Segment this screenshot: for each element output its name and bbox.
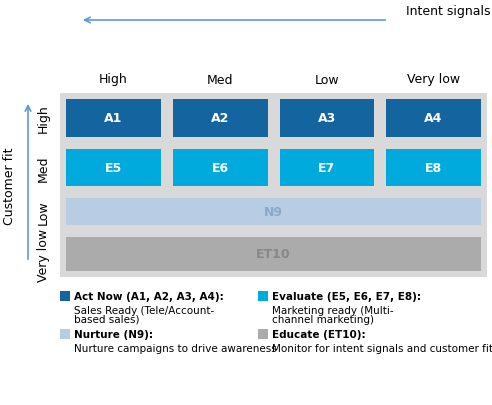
- Bar: [60, 291, 70, 301]
- Bar: [279, 100, 374, 137]
- Bar: [60, 329, 70, 339]
- Text: A3: A3: [318, 112, 336, 125]
- Text: High: High: [37, 104, 50, 133]
- Text: ET10: ET10: [256, 248, 291, 261]
- Text: Sales Ready (Tele/Account-: Sales Ready (Tele/Account-: [74, 305, 214, 315]
- Text: A1: A1: [104, 112, 123, 125]
- Bar: [173, 100, 268, 137]
- Text: A2: A2: [211, 112, 229, 125]
- Text: Low: Low: [37, 200, 50, 224]
- Text: E7: E7: [318, 162, 336, 175]
- Bar: [386, 149, 481, 187]
- Text: A4: A4: [425, 112, 443, 125]
- Text: Nurture campaigns to drive awareness: Nurture campaigns to drive awareness: [74, 343, 277, 353]
- Text: Very low: Very low: [37, 228, 50, 281]
- Bar: [258, 329, 268, 339]
- Text: Nurture (N9):: Nurture (N9):: [74, 329, 153, 339]
- Text: Marketing ready (Multi-: Marketing ready (Multi-: [272, 305, 394, 315]
- Text: channel marketing): channel marketing): [272, 314, 374, 324]
- Text: Monitor for intent signals and customer fit: Monitor for intent signals and customer …: [272, 343, 492, 353]
- Text: Act Now (A1, A2, A3, A4):: Act Now (A1, A2, A3, A4):: [74, 291, 224, 301]
- Text: Med: Med: [37, 155, 50, 181]
- Bar: [258, 291, 268, 301]
- Bar: [386, 100, 481, 137]
- Bar: [66, 100, 161, 137]
- Text: High: High: [99, 73, 128, 86]
- Bar: [279, 149, 374, 187]
- Text: N9: N9: [264, 206, 283, 219]
- Text: Educate (ET10):: Educate (ET10):: [272, 329, 366, 339]
- Text: Evaluate (E5, E6, E7, E8):: Evaluate (E5, E6, E7, E8):: [272, 291, 421, 301]
- Bar: [60, 94, 487, 277]
- Text: Customer fit: Customer fit: [3, 147, 17, 224]
- Bar: [66, 237, 481, 271]
- Text: Low: Low: [314, 73, 339, 86]
- Bar: [173, 149, 268, 187]
- Bar: [66, 199, 481, 226]
- Bar: [66, 149, 161, 187]
- Text: E6: E6: [212, 162, 229, 175]
- Text: E5: E5: [105, 162, 122, 175]
- Text: based sales): based sales): [74, 314, 140, 324]
- Text: Very low: Very low: [407, 73, 460, 86]
- Text: Med: Med: [207, 73, 233, 86]
- Text: Intent signals: Intent signals: [405, 4, 490, 17]
- Text: E8: E8: [425, 162, 442, 175]
